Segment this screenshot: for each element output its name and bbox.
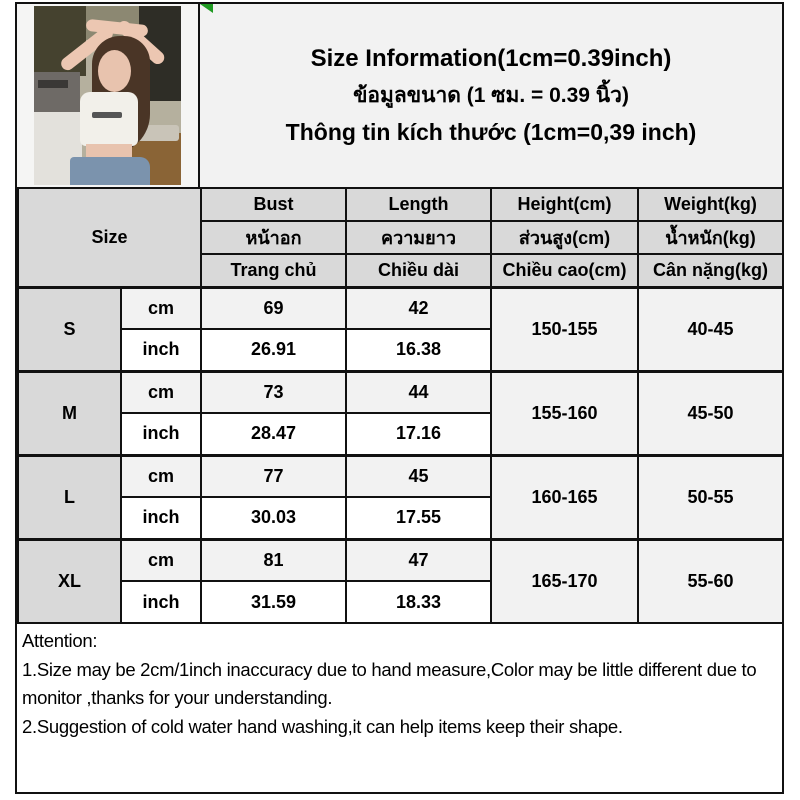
- xl-weight-range: 55-60: [637, 537, 784, 624]
- col-header-bust-en: Bust: [200, 187, 347, 222]
- col-header-height-vi: Chiều cao(cm): [490, 253, 639, 288]
- s-bust-inch: 26.91: [200, 328, 347, 372]
- col-header-height-en: Height(cm): [490, 187, 639, 222]
- l-length-cm: 45: [345, 453, 492, 498]
- xl-bust-inch: 31.59: [200, 580, 347, 624]
- col-header-weight-vi: Cân nặng(kg): [637, 253, 784, 288]
- s-length-inch: 16.38: [345, 328, 492, 372]
- l-weight-range: 50-55: [637, 453, 784, 540]
- attention-note: Attention: 1.Size may be 2cm/1inch inacc…: [17, 624, 782, 742]
- col-header-length-vi: Chiều dài: [345, 253, 492, 288]
- m-bust-cm: 73: [200, 369, 347, 414]
- col-header-length-en: Length: [345, 187, 492, 222]
- col-header-bust-vi: Trang chủ: [200, 253, 347, 288]
- col-header-weight-th: น้ำหนัก(kg): [637, 220, 784, 255]
- xl-length-cm: 47: [345, 537, 492, 582]
- photo-cell: [17, 4, 200, 187]
- size-label-s: S: [17, 285, 122, 372]
- photo-bg-cabinet: [34, 6, 86, 76]
- unit-cm: cm: [120, 453, 202, 498]
- l-length-inch: 17.55: [345, 496, 492, 540]
- title-vietnamese: Thông tin kích thước (1cm=0,39 inch): [285, 118, 697, 145]
- photo-microwave-panel: [38, 80, 68, 88]
- s-weight-range: 40-45: [637, 285, 784, 372]
- col-header-bust-th: หน้าอก: [200, 220, 347, 255]
- attention-line-1: 1.Size may be 2cm/1inch inaccuracy due t…: [22, 658, 757, 709]
- m-weight-range: 45-50: [637, 369, 784, 456]
- size-label-xl: XL: [17, 537, 122, 624]
- m-bust-inch: 28.47: [200, 412, 347, 456]
- xl-bust-cm: 81: [200, 537, 347, 582]
- s-length-cm: 42: [345, 285, 492, 330]
- col-header-height-th: ส่วนสูง(cm): [490, 220, 639, 255]
- attention-line-2: 2.Suggestion of cold water hand washing,…: [22, 716, 623, 738]
- size-label-l: L: [17, 453, 122, 540]
- unit-inch: inch: [120, 328, 202, 372]
- unit-cm: cm: [120, 285, 202, 330]
- content-frame: Size Information(1cm=0.39inch) ข้อมูลขนา…: [15, 2, 784, 794]
- unit-cm: cm: [120, 537, 202, 582]
- unit-inch: inch: [120, 412, 202, 456]
- photo-shirt-print: [92, 112, 122, 118]
- attention-heading: Attention:: [22, 630, 98, 651]
- m-height-range: 155-160: [490, 369, 639, 456]
- title-thai: ข้อมูลขนาด (1 ซม. = 0.39 นิ้ว): [353, 84, 629, 107]
- unit-inch: inch: [120, 580, 202, 624]
- photo-microwave: [34, 72, 80, 112]
- l-bust-cm: 77: [200, 453, 347, 498]
- model-photo: [34, 6, 181, 185]
- photo-model-waist: [86, 144, 132, 160]
- green-corner-icon: [200, 4, 213, 13]
- top-section: Size Information(1cm=0.39inch) ข้อมูลขนา…: [17, 4, 782, 187]
- size-table: Size Bust Length Height(cm) Weight(kg) ห…: [17, 187, 784, 624]
- size-corner-header: Size: [17, 187, 202, 288]
- m-length-cm: 44: [345, 369, 492, 414]
- l-bust-inch: 30.03: [200, 496, 347, 540]
- photo-model-shirt: [80, 92, 138, 146]
- title-english: Size Information(1cm=0.39inch): [310, 45, 672, 73]
- s-bust-cm: 69: [200, 285, 347, 330]
- col-header-weight-en: Weight(kg): [637, 187, 784, 222]
- photo-model-jeans: [70, 157, 150, 185]
- xl-height-range: 165-170: [490, 537, 639, 624]
- xl-length-inch: 18.33: [345, 580, 492, 624]
- col-header-length-th: ความยาว: [345, 220, 492, 255]
- l-height-range: 160-165: [490, 453, 639, 540]
- title-cell: Size Information(1cm=0.39inch) ข้อมูลขนา…: [200, 4, 782, 187]
- photo-model-face: [98, 50, 131, 92]
- unit-cm: cm: [120, 369, 202, 414]
- unit-inch: inch: [120, 496, 202, 540]
- size-label-m: M: [17, 369, 122, 456]
- s-height-range: 150-155: [490, 285, 639, 372]
- m-length-inch: 17.16: [345, 412, 492, 456]
